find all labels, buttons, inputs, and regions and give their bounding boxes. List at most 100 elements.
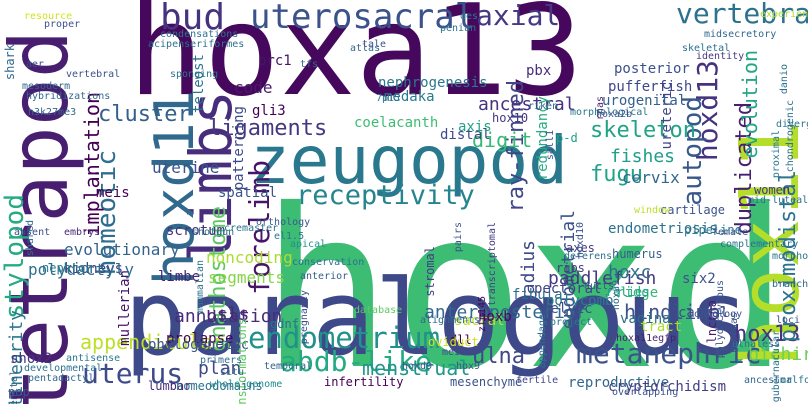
cloud-word: deferens (564, 251, 613, 262)
cloud-word: fugu (590, 162, 643, 187)
cloud-word: skeletal (682, 43, 731, 54)
cloud-word: vertebral (66, 69, 121, 80)
cloud-word: genital (9, 370, 20, 404)
cloud-word: h3k27me3 (28, 107, 77, 118)
cloud-word: malformations (780, 375, 808, 386)
cloud-word: complementary (720, 239, 799, 250)
cloud-word: reproductive (568, 375, 670, 391)
cloud-word: endometriosis (608, 221, 718, 237)
cloud-word: pregnancy (299, 290, 310, 345)
cloud-word: ulna (472, 344, 525, 369)
cloud-word: medaka (384, 89, 435, 105)
cloud-word: fibula (512, 287, 563, 303)
cloud-word: hoxc (608, 262, 652, 283)
cloud-word: kidneys (64, 261, 124, 277)
cloud-word: uterus (82, 357, 184, 390)
cloud-word: el1.5 (274, 231, 305, 242)
cloud-word: shared (25, 220, 36, 257)
cloud-word: fishes (610, 146, 676, 167)
cloud-word: conservation (292, 257, 365, 268)
cloud-word: shox2 (10, 351, 53, 367)
cloud-word: zeugopod (250, 122, 568, 199)
cloud-word: pentadactyl (28, 373, 95, 384)
cloud-word: embrys (64, 227, 101, 238)
cloud-word: hoxd (260, 162, 790, 404)
cloud-word: stromal (423, 246, 437, 297)
cloud-word: prolapse (166, 331, 234, 347)
cloud-word: ducts (584, 281, 615, 292)
cloud-word: paddlefish (548, 268, 657, 289)
cloud-word: tale (362, 39, 387, 50)
cloud-word: resource (24, 11, 73, 22)
cloud-word: pectoral (534, 281, 602, 297)
cloud-word: vagina (620, 311, 671, 327)
cloud-word: coelacanth (354, 115, 439, 131)
cloud-word: gubernacular (771, 330, 782, 403)
cloud-word: prc1 (258, 53, 292, 69)
cloud-word: overlapping (612, 387, 679, 398)
cloud-word: absent (14, 227, 51, 238)
cloud-word: ancestor (744, 375, 793, 386)
cloud-word: cremaster (224, 223, 279, 234)
cloud-word: pufferfish (608, 79, 693, 95)
cloud-word: sall1 (545, 130, 556, 161)
cloud-word: situ (220, 367, 245, 378)
cloud-word: nephron (42, 261, 93, 275)
cloud-word: uterine (152, 158, 220, 177)
cloud-word: mammalian (195, 260, 206, 315)
cloud-word: humerus (612, 247, 663, 261)
cloud-word: project (550, 317, 593, 328)
cloud-word: antisense (66, 353, 121, 364)
cloud-word: ontology (694, 309, 743, 320)
cloud-word: female (712, 227, 749, 238)
cloud-word: polycomb (546, 293, 614, 309)
cloud-word: dll (450, 333, 472, 347)
cloud-word: axial (476, 0, 561, 32)
cloud-word: divergence (776, 119, 808, 130)
cloud-word: 7p15 (376, 93, 401, 104)
cloud-word: stylopod (0, 194, 30, 320)
cloud-word: usls (206, 304, 250, 325)
cloud-word: p-d (556, 131, 578, 145)
cloud-word: condensations (160, 29, 239, 40)
cloud-word: meis1b (442, 347, 479, 358)
cloud-word: shark (3, 44, 17, 81)
cloud-word: cluster (98, 102, 191, 127)
cloud-word: atlas (350, 43, 381, 54)
cloud-word: cervix (622, 168, 680, 187)
cloud-word: hindlimb (624, 300, 721, 324)
cloud-word: transcriptomal (487, 222, 498, 307)
cloud-word: women (754, 183, 791, 197)
cloud-word: patterning (231, 106, 247, 191)
cloud-word: evolution (738, 50, 762, 159)
cloud-word: morphological (570, 107, 649, 118)
cloud-word: polydactyly (28, 260, 134, 279)
cloud-word: mesenchyme (450, 375, 523, 389)
cloud-word: ancestral (478, 94, 576, 115)
cloud-word: pairs (453, 222, 464, 253)
cloud-word: receptivity (296, 180, 475, 211)
cloud-word: riken (528, 101, 559, 112)
cloud-word: alignments (420, 315, 481, 326)
cloud-word: hoxa9 (611, 280, 622, 311)
cloud-word: homeodomains (176, 379, 263, 393)
cloud-word: teleost (191, 54, 207, 114)
cloud-word: window (634, 205, 671, 216)
cloud-word: branching (772, 279, 808, 290)
cloud-word: apical (290, 239, 327, 250)
cloud-word: acipenseriformes (148, 39, 245, 50)
cloud-word: developmental (24, 363, 103, 374)
cloud-word: carpal (678, 305, 729, 321)
cloud-word: tract (640, 319, 683, 335)
cloud-word: hoxb (478, 309, 512, 325)
cloud-word: sponging (170, 69, 219, 80)
cloud-word: ridge (616, 285, 659, 301)
cloud-word: relies (606, 285, 650, 299)
cloud-word: anterior (300, 271, 349, 282)
cloud-word: metanephric (576, 337, 762, 370)
cloud-word: loci (776, 315, 801, 326)
cloud-word: phylogenetic (148, 337, 250, 353)
cloud-word: spatial (218, 185, 278, 201)
cloud-word: mesoderm (22, 81, 71, 92)
